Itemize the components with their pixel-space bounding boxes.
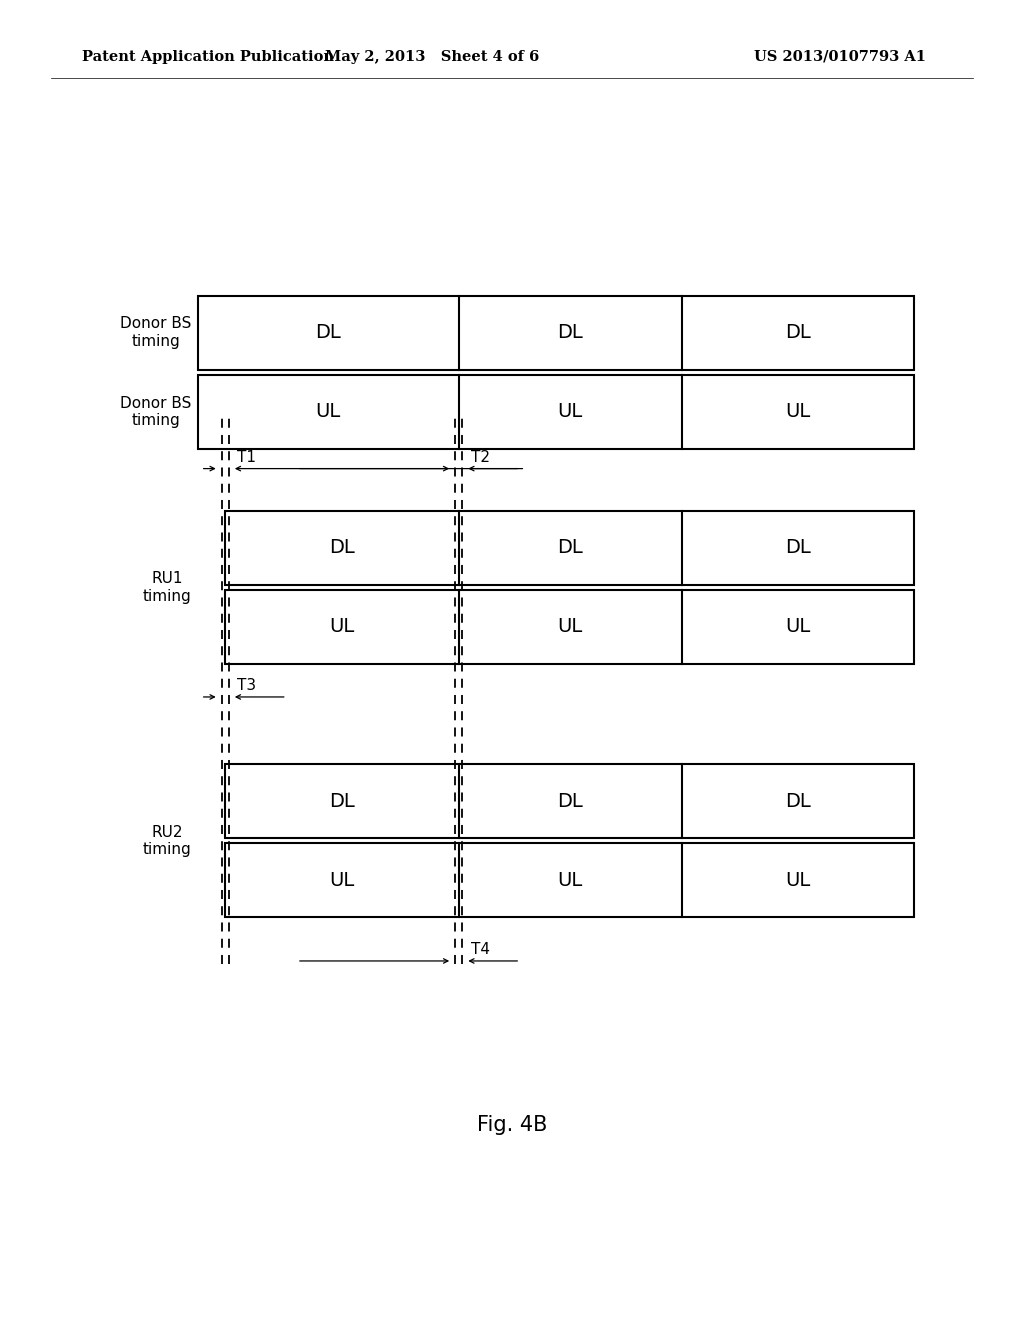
- Text: US 2013/0107793 A1: US 2013/0107793 A1: [754, 50, 926, 63]
- Text: DL: DL: [329, 539, 355, 557]
- Text: May 2, 2013   Sheet 4 of 6: May 2, 2013 Sheet 4 of 6: [325, 50, 540, 63]
- Text: T2: T2: [471, 450, 489, 465]
- Text: Donor BS
timing: Donor BS timing: [120, 317, 191, 348]
- Text: UL: UL: [558, 403, 583, 421]
- Text: DL: DL: [329, 792, 355, 810]
- Text: Donor BS
timing: Donor BS timing: [120, 396, 191, 428]
- Text: UL: UL: [785, 403, 811, 421]
- Text: Fig. 4B: Fig. 4B: [477, 1114, 547, 1135]
- Text: UL: UL: [330, 618, 354, 636]
- Text: UL: UL: [785, 618, 811, 636]
- Bar: [225, 764, 914, 838]
- Bar: [225, 590, 914, 664]
- Text: DL: DL: [315, 323, 341, 342]
- Bar: [225, 511, 914, 585]
- Bar: [198, 375, 914, 449]
- Bar: [198, 296, 914, 370]
- Text: T1: T1: [238, 450, 256, 465]
- Text: DL: DL: [557, 539, 584, 557]
- Text: DL: DL: [557, 323, 584, 342]
- Bar: [225, 843, 914, 917]
- Text: T3: T3: [238, 678, 256, 693]
- Text: RU2
timing: RU2 timing: [142, 825, 191, 857]
- Text: DL: DL: [557, 792, 584, 810]
- Text: RU1
timing: RU1 timing: [142, 572, 191, 603]
- Text: UL: UL: [330, 871, 354, 890]
- Text: DL: DL: [785, 539, 811, 557]
- Text: UL: UL: [558, 871, 583, 890]
- Text: DL: DL: [785, 323, 811, 342]
- Text: Patent Application Publication: Patent Application Publication: [82, 50, 334, 63]
- Text: T4: T4: [471, 942, 489, 957]
- Text: DL: DL: [785, 792, 811, 810]
- Text: UL: UL: [558, 618, 583, 636]
- Text: UL: UL: [785, 871, 811, 890]
- Text: UL: UL: [315, 403, 341, 421]
